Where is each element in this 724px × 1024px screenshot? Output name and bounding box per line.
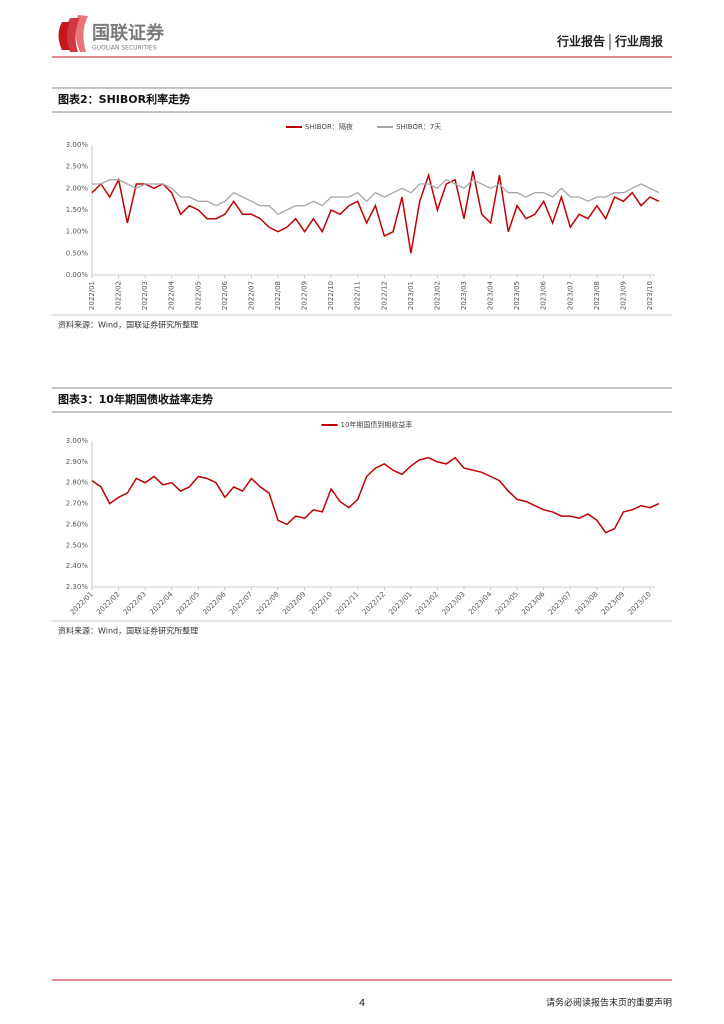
x-tick-label: 2023/08 <box>573 590 599 616</box>
x-tick-label: 2022/09 <box>281 590 307 616</box>
x-tick-label: 2023/09 <box>600 590 626 616</box>
x-tick-label: 2023/01 <box>387 590 413 616</box>
source-note: 资料来源：Wind，国联证券研究所整理 <box>58 320 198 330</box>
x-tick-label: 2023/03 <box>460 281 468 310</box>
legend-label: SHIBOR：7天 <box>396 123 441 131</box>
y-tick-label: 1.00% <box>66 228 89 236</box>
x-tick-label: 2022/03 <box>141 281 149 310</box>
x-tick-label: 2022/02 <box>95 590 121 616</box>
x-tick-label: 2022/10 <box>327 281 335 310</box>
x-tick-label: 2022/05 <box>175 590 201 616</box>
x-tick-label: 2022/08 <box>255 590 281 616</box>
x-tick-label: 2022/08 <box>274 281 282 310</box>
y-tick-label: 0.00% <box>66 271 89 279</box>
legend-label: 10年期国债到期收益率 <box>341 420 413 429</box>
y-tick-label: 2.60% <box>66 520 89 528</box>
y-tick-label: 3.00% <box>66 437 89 445</box>
x-tick-label: 2023/10 <box>646 281 654 310</box>
x-tick-label: 2022/09 <box>301 281 309 310</box>
series-line <box>91 170 660 254</box>
x-tick-label: 2023/07 <box>566 281 574 310</box>
x-tick-label: 2022/03 <box>122 590 148 616</box>
x-tick-label: 2023/05 <box>513 281 521 310</box>
x-tick-label: 2022/02 <box>115 281 123 310</box>
logo-en: GUOLIAN SECURITIES <box>92 45 157 52</box>
y-tick-label: 2.70% <box>66 500 89 508</box>
x-tick-label: 2022/01 <box>69 590 95 616</box>
x-tick-label: 2023/02 <box>414 590 440 616</box>
series-line <box>92 178 660 216</box>
x-tick-label: 2023/04 <box>487 280 495 310</box>
y-tick-label: 2.50% <box>66 541 89 549</box>
x-tick-label: 2023/06 <box>540 280 548 310</box>
x-tick-label: 2023/09 <box>619 281 627 310</box>
y-tick-label: 2.50% <box>66 163 89 171</box>
x-tick-label: 2022/06 <box>221 280 229 310</box>
x-tick-label: 2023/05 <box>494 590 520 616</box>
x-tick-label: 2022/10 <box>308 590 334 616</box>
figure-title: 图表2：SHIBOR利率走势 <box>58 92 190 106</box>
x-tick-label: 2022/01 <box>88 281 96 310</box>
x-tick-label: 2022/06 <box>201 590 228 617</box>
x-tick-label: 2023/07 <box>547 590 573 616</box>
x-tick-label: 2023/02 <box>433 281 441 310</box>
x-tick-label: 2022/04 <box>148 590 175 617</box>
logo-cn: 国联证券 <box>92 22 165 44</box>
y-tick-label: 1.50% <box>66 206 89 214</box>
x-tick-label: 2022/11 <box>354 281 362 310</box>
y-tick-label: 2.00% <box>66 184 89 192</box>
legend-label: SHIBOR：隔夜 <box>305 122 353 131</box>
x-tick-label: 2023/04 <box>467 590 494 617</box>
x-tick-label: 2022/12 <box>361 590 387 616</box>
y-tick-label: 2.90% <box>66 458 89 466</box>
series-line <box>91 456 660 534</box>
report-subtype: 行业周报 <box>614 34 663 49</box>
x-tick-label: 2023/08 <box>593 281 601 310</box>
x-tick-label: 2022/07 <box>247 281 255 310</box>
x-tick-label: 2023/10 <box>627 590 653 616</box>
logo <box>58 15 88 52</box>
report-type: 行业报告 <box>556 34 605 49</box>
x-tick-label: 2022/12 <box>380 281 388 310</box>
y-tick-label: 0.50% <box>66 249 89 257</box>
x-tick-label: 2022/07 <box>228 590 254 616</box>
y-tick-label: 2.30% <box>66 583 89 591</box>
y-tick-label: 2.80% <box>66 479 89 487</box>
x-tick-label: 2022/04 <box>168 280 176 310</box>
disclaimer: 请务必阅读报告末页的重要声明 <box>546 997 672 1009</box>
x-tick-label: 2022/05 <box>194 281 202 310</box>
page-number: 4 <box>359 998 365 1009</box>
x-tick-label: 2023/03 <box>441 590 467 616</box>
x-tick-label: 2022/11 <box>334 590 360 616</box>
figure-title: 图表3：10年期国债收益率走势 <box>58 392 213 406</box>
x-tick-label: 2023/06 <box>520 590 547 617</box>
y-tick-label: 3.00% <box>66 141 89 149</box>
y-tick-label: 2.40% <box>66 562 89 570</box>
x-tick-label: 2023/01 <box>407 281 415 310</box>
source-note: 资料来源：Wind，国联证券研究所整理 <box>58 626 198 636</box>
